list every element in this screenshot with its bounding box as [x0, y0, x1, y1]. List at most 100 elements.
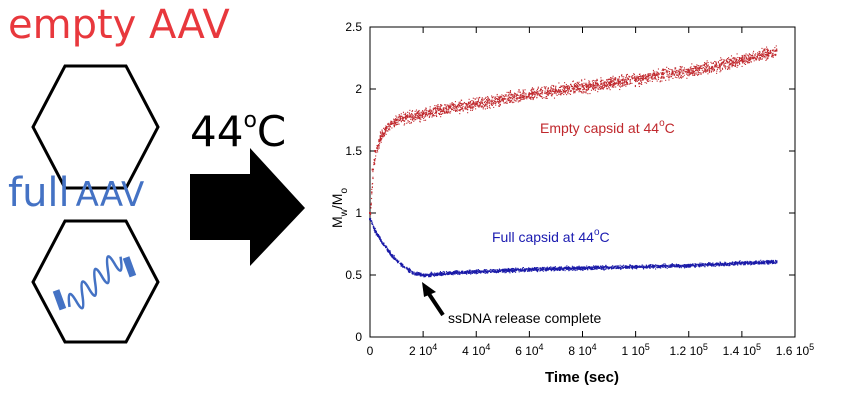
- empty-scatter-dot: [448, 111, 450, 113]
- full-scatter-dot: [546, 268, 548, 270]
- full-scatter-dot: [529, 270, 531, 272]
- empty-scatter-dot: [493, 106, 495, 108]
- full-scatter-dot: [649, 266, 651, 268]
- full-scatter-dot: [591, 267, 593, 269]
- y-tick-label: 2.5: [345, 20, 362, 34]
- empty-scatter-dot: [374, 163, 376, 165]
- empty-scatter-dot: [619, 82, 621, 84]
- empty-scatter-dot: [706, 64, 708, 66]
- empty-scatter-dot: [581, 91, 583, 93]
- empty-scatter-dot: [596, 84, 598, 86]
- empty-scatter-dot: [581, 92, 583, 94]
- full-scatter-dot: [542, 269, 544, 271]
- empty-scatter-dot: [487, 98, 489, 100]
- full-scatter-dot: [484, 269, 486, 271]
- full-scatter-dot: [715, 265, 717, 267]
- full-scatter-dot: [716, 263, 718, 265]
- empty-scatter-dot: [694, 66, 696, 68]
- empty-scatter-dot: [471, 105, 473, 107]
- empty-scatter-dot: [410, 122, 412, 124]
- empty-scatter-dot: [479, 103, 481, 105]
- full-scatter-dot: [430, 276, 432, 278]
- empty-scatter-dot: [741, 60, 743, 62]
- empty-scatter-dot: [708, 68, 710, 70]
- empty-scatter-dot: [573, 88, 575, 90]
- full-scatter-dot: [653, 266, 655, 268]
- full-scatter-dot: [428, 273, 431, 275]
- empty-scatter-dot: [766, 58, 768, 60]
- full-scatter-dot: [580, 266, 582, 268]
- full-scatter-dot: [457, 273, 459, 275]
- empty-scatter-dot: [618, 76, 620, 78]
- empty-scatter-dot: [565, 87, 567, 89]
- full-scatter-dot: [679, 264, 681, 266]
- empty-scatter-dot: [704, 68, 706, 70]
- empty-scatter-dot: [586, 87, 588, 89]
- full-scatter-dot: [589, 266, 591, 268]
- empty-scatter-dot: [686, 68, 688, 70]
- empty-scatter-dot: [395, 119, 398, 121]
- empty-scatter-dot: [424, 109, 426, 111]
- empty-scatter-dot: [458, 109, 460, 112]
- empty-scatter-dot: [682, 71, 684, 73]
- empty-scatter-dot: [674, 70, 676, 72]
- empty-scatter-dot: [703, 70, 706, 72]
- empty-scatter-dot: [743, 59, 745, 61]
- empty-scatter-dot: [767, 51, 769, 53]
- empty-scatter-dot: [603, 86, 605, 89]
- empty-scatter-dot: [391, 127, 393, 129]
- empty-scatter-dot: [646, 82, 648, 84]
- empty-scatter-dot: [521, 95, 523, 97]
- empty-scatter-dot: [559, 93, 561, 95]
- full-scatter-dot: [406, 266, 408, 269]
- empty-scatter-dot: [503, 96, 505, 98]
- empty-scatter-dot: [394, 121, 396, 123]
- full-scatter-dot: [590, 269, 592, 271]
- full-scatter-dot: [626, 265, 628, 267]
- empty-scatter-dot: [557, 93, 560, 95]
- empty-scatter-dot: [756, 54, 759, 56]
- empty-scatter-dot: [405, 117, 407, 119]
- empty-scatter-dot: [741, 58, 743, 60]
- empty-scatter-dot: [692, 67, 694, 70]
- empty-scatter-dot: [474, 102, 476, 104]
- empty-scatter-dot: [641, 81, 643, 83]
- empty-scatter-dot: [499, 97, 501, 99]
- empty-scatter-dot: [498, 105, 500, 107]
- empty-scatter-dot: [692, 72, 694, 74]
- empty-scatter-dot: [614, 77, 616, 79]
- y-tick-label: 0.5: [345, 268, 362, 282]
- empty-scatter-dot: [688, 69, 690, 71]
- empty-scatter-dot: [558, 86, 561, 88]
- empty-scatter-dot: [424, 110, 426, 112]
- empty-scatter-dot: [610, 77, 612, 79]
- empty-scatter-dot: [415, 119, 417, 121]
- empty-scatter-dot: [539, 93, 541, 95]
- full-scatter-dot: [524, 270, 526, 272]
- empty-scatter-dot: [744, 61, 746, 63]
- empty-scatter-dot: [612, 79, 614, 81]
- empty-scatter-dot: [649, 80, 651, 82]
- empty-scatter-dot: [617, 78, 619, 80]
- empty-scatter-dot: [410, 116, 412, 118]
- empty-scatter-dot: [492, 103, 494, 105]
- full-scatter-dot: [419, 272, 421, 274]
- empty-scatter-dot: [597, 91, 599, 93]
- empty-scatter-dot: [629, 81, 631, 83]
- full-scatter-dot: [587, 267, 589, 269]
- empty-scatter-dot: [439, 109, 441, 111]
- empty-scatter-dot: [653, 72, 655, 75]
- empty-scatter-dot: [380, 137, 382, 139]
- empty-scatter-dot: [615, 82, 617, 85]
- full-scatter-dot: [407, 271, 410, 273]
- empty-scatter-dot: [547, 93, 549, 96]
- empty-scatter-dot: [562, 92, 564, 94]
- empty-scatter-dot: [492, 96, 494, 98]
- full-scatter-dot: [594, 267, 596, 269]
- full-scatter-dot: [718, 265, 720, 267]
- full-scatter-dot: [627, 267, 629, 269]
- empty-scatter-dot: [680, 75, 682, 77]
- full-scatter-dot: [454, 271, 456, 273]
- full-scatter-dot: [473, 270, 475, 272]
- empty-scatter-dot: [546, 90, 549, 92]
